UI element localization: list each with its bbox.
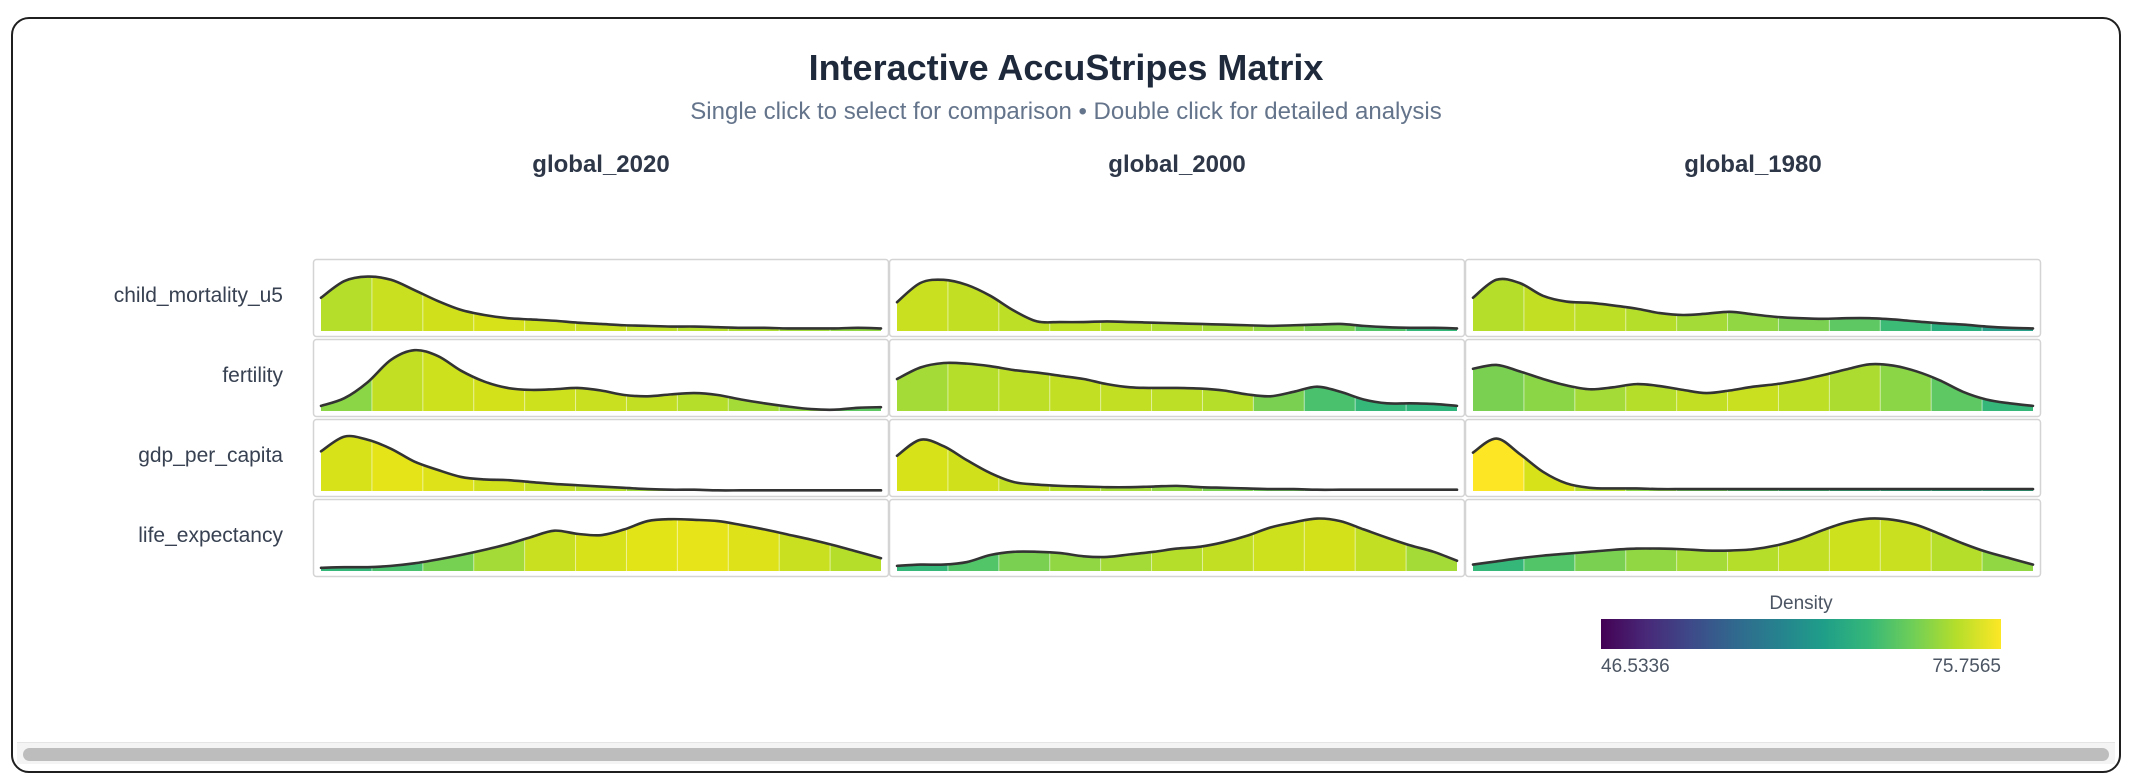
cell-gdp_per_capita-global_1980[interactable]	[1464, 418, 2042, 498]
stripe	[626, 519, 678, 571]
legend-max-label: 75.7565	[1932, 656, 2001, 677]
chart-title: Interactive AccuStripes Matrix	[808, 47, 1324, 88]
stripe	[947, 362, 1000, 411]
density-curve-life_expectancy-global_1980	[1471, 517, 2035, 566]
density-curve-gdp_per_capita-global_2020	[319, 434, 883, 492]
column-header-global_2000: global_2000	[1108, 151, 1245, 178]
cell-gdp_per_capita-global_2000[interactable]	[888, 418, 1466, 498]
density-curve-child_mortality_u5-global_1980	[1471, 277, 2035, 330]
chart-subtitle: Single click to select for comparison • …	[690, 98, 1442, 125]
density-curve-child_mortality_u5-global_2020	[319, 275, 883, 330]
density-curve-life_expectancy-global_2020	[319, 517, 883, 570]
density-curve-fertility-global_2020	[319, 348, 883, 412]
cell-child_mortality_u5-global_2000[interactable]	[888, 258, 1466, 338]
density-curve-gdp_per_capita-global_2000	[895, 438, 1459, 492]
density-curve-fertility-global_1980	[1471, 362, 2035, 408]
row-label-child_mortality_u5: child_mortality_u5	[114, 284, 283, 307]
stripe	[1829, 518, 1881, 571]
chart-card: Interactive AccuStripes Matrix Single cl…	[11, 17, 2121, 773]
column-header-global_1980: global_1980	[1684, 151, 1821, 178]
column-header-global_2020: global_2020	[532, 151, 669, 178]
scrollbar-thumb[interactable]	[23, 748, 2109, 761]
stripe	[1304, 518, 1356, 571]
legend-colorbar	[1601, 619, 2001, 649]
horizontal-scrollbar[interactable]	[17, 742, 2115, 764]
density-curve-gdp_per_capita-global_1980	[1471, 437, 2035, 491]
stripe	[677, 519, 729, 571]
density-curve-life_expectancy-global_2000	[895, 517, 1459, 568]
legend-min-label: 46.5336	[1601, 656, 1670, 677]
row-label-gdp_per_capita: gdp_per_capita	[138, 444, 283, 467]
stripe	[1473, 364, 1525, 411]
legend-title: Density	[1769, 593, 1833, 614]
density-curve-fertility-global_2000	[895, 361, 1459, 408]
row-label-life_expectancy: life_expectancy	[138, 524, 283, 547]
accustripes-matrix: global_2020 global_2000 global_1980 child_m…	[114, 151, 2042, 677]
row-label-fertility: fertility	[222, 364, 283, 387]
density-curve-child_mortality_u5-global_2000	[895, 278, 1459, 330]
